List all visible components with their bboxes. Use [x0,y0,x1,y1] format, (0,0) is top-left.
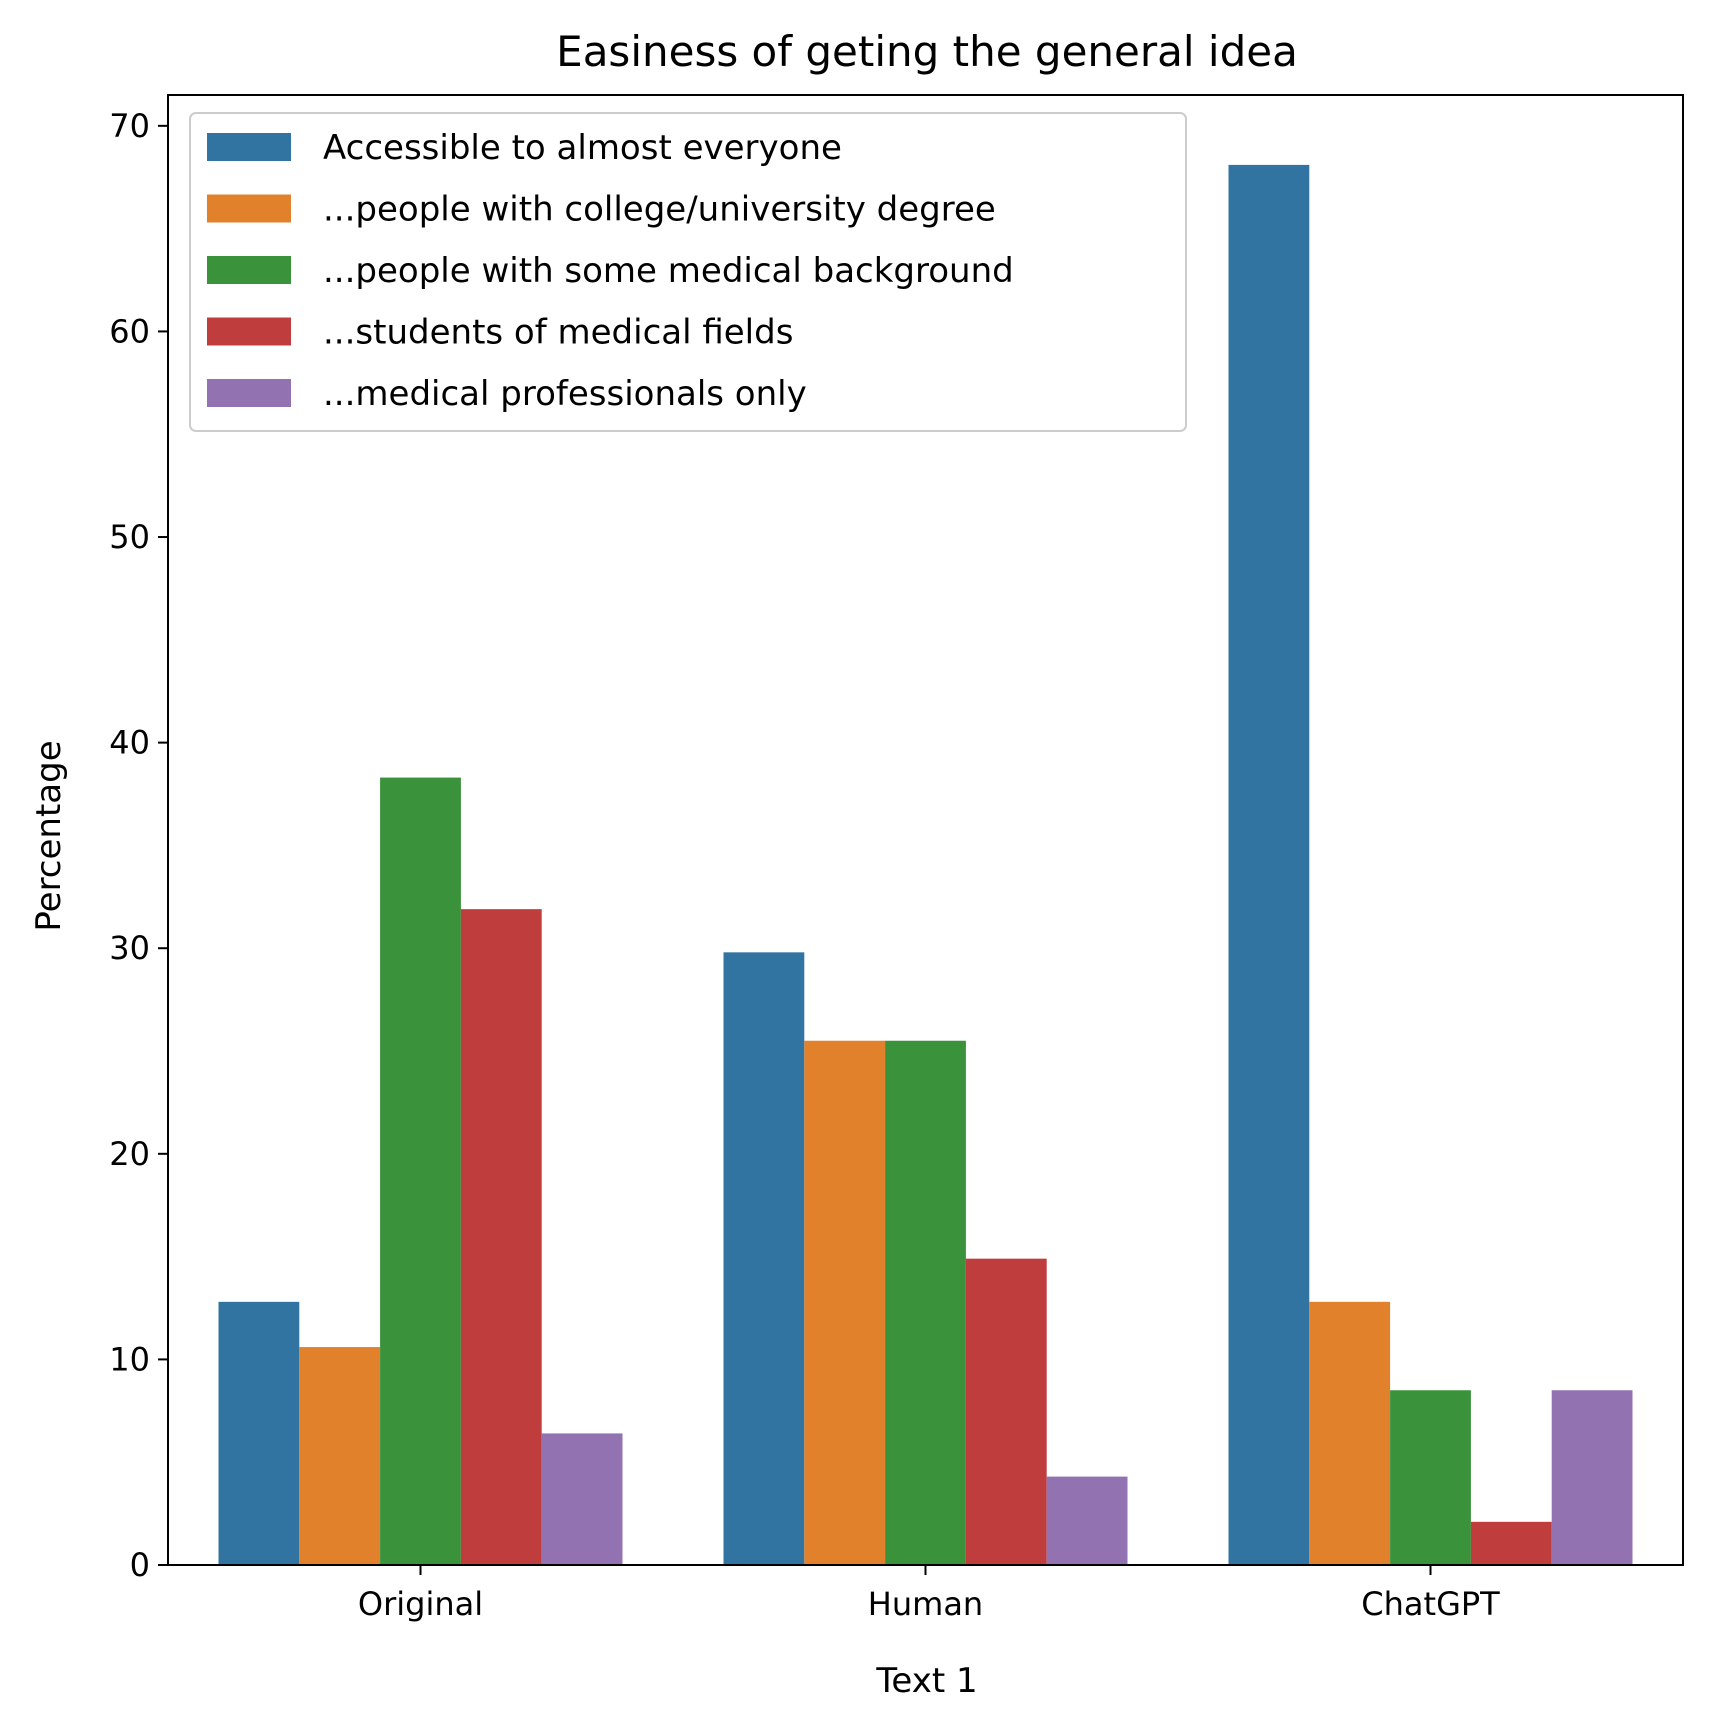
bar-chatgpt-series-5 [1551,1390,1633,1565]
chart-title: Easiness of geting the general idea [556,27,1298,76]
bar-original-series-1 [218,1301,300,1565]
bar-human-series-4 [965,1258,1047,1565]
legend-box [189,112,1187,432]
bar-human-series-3 [885,1040,966,1565]
y-tick-label: 40 [109,724,150,762]
legend-swatch [207,133,291,161]
x-tick-label: Original [358,1585,483,1623]
y-tick-label: 50 [109,518,150,556]
bar-human-series-5 [1046,1476,1128,1565]
legend-swatch [207,194,291,223]
bars-layer [218,164,1633,1565]
bar-original-series-3 [380,777,461,1565]
bar-human-series-1 [723,952,805,1565]
bar-original-series-5 [541,1433,623,1565]
x-tick-label: Human [868,1585,983,1623]
legend-swatch [207,256,291,284]
y-tick-label: 60 [109,312,150,350]
x-tick-label: ChatGPT [1361,1585,1500,1623]
y-tick-label: 30 [109,929,150,967]
legend: Accessible to almost everyone ...people w… [189,112,1187,432]
bar-original-series-4 [460,909,542,1565]
axes-layer: 0 10 20 30 40 50 60 70 Original Human ChatGPT [109,94,1684,1623]
legend-swatch [207,317,291,346]
legend-label: ...people with college/university degree [323,190,996,230]
y-tick-label: 0 [130,1546,150,1584]
y-axis-label: Percentage [29,740,69,931]
bar-original-series-2 [299,1347,381,1565]
legend-label: ...students of medical fields [323,313,793,353]
bar-chatgpt-series-3 [1390,1390,1471,1565]
legend-label: ...medical professionals only [323,374,807,414]
bar-chatgpt-series-4 [1470,1521,1552,1565]
y-tick-label: 70 [109,107,150,145]
legend-label: Accessible to almost everyone [323,128,842,168]
y-tick-label: 10 [109,1340,150,1378]
bar-chatgpt-series-2 [1309,1301,1391,1565]
y-tick-label: 20 [109,1135,150,1173]
legend-label: ...people with some medical background [323,251,1014,291]
legend-swatch [207,379,291,407]
x-axis-label: Text 1 [875,1661,977,1701]
bar-human-series-2 [804,1040,886,1565]
bar-chatgpt-series-1 [1228,164,1310,1565]
